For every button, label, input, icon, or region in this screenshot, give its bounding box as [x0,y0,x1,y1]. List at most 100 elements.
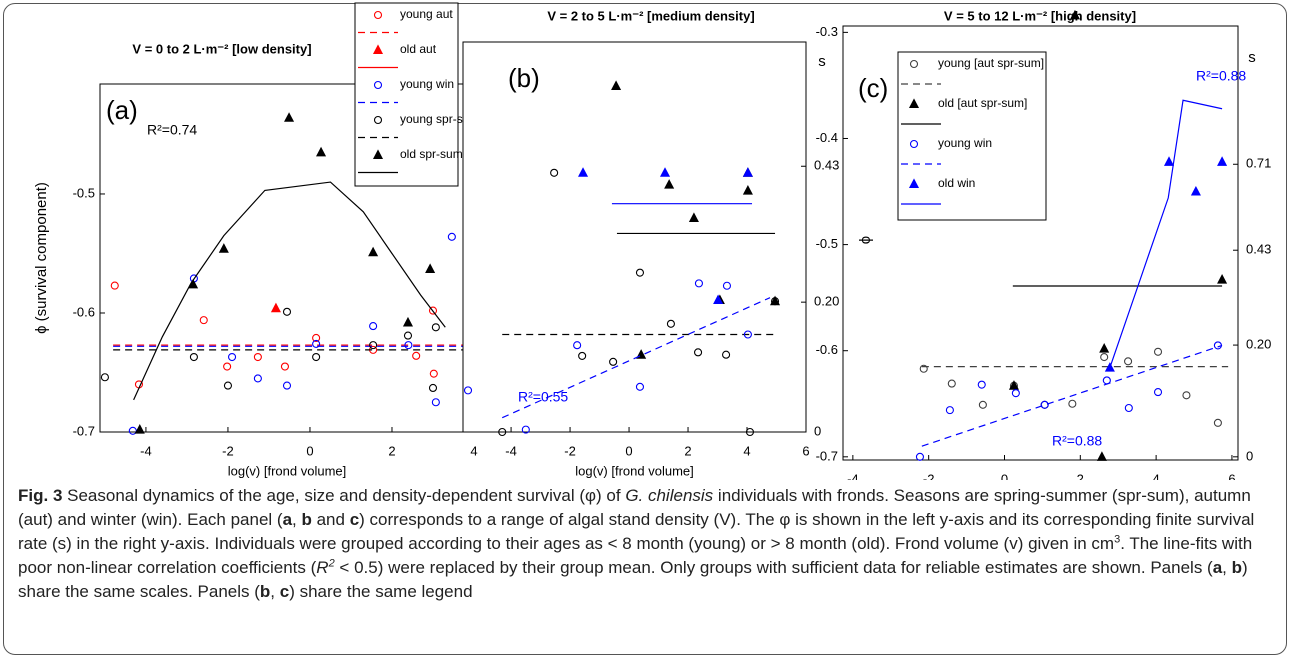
x-tick-label: 2 [388,443,395,458]
x-tick-label: 4 [470,443,477,458]
marker-circle [745,427,755,437]
legend-box [897,51,1047,221]
caption-run: , [270,582,280,601]
marker-triangle [270,302,281,313]
x-tick-label: -2 [564,443,576,458]
y2-tick-label: 0.43 [814,158,839,173]
marker-triangle [1217,274,1228,284]
marker-circle [223,362,232,371]
caption-run: < 0.5) were replaced by their group mean… [334,558,1213,577]
marker-circle [573,341,582,350]
y2-axis-label: s [1248,49,1256,66]
x-tick-label: 4 [1153,471,1160,480]
x-tick-label: -2 [222,443,234,458]
y-tick-label: -0.7 [816,448,838,463]
marker-triangle [578,167,589,177]
marker-circle [369,341,378,350]
marker-triangle [1104,362,1115,372]
marker-circle [253,374,262,383]
legend-label: young spr-sum [400,112,479,126]
caption-run: , [1222,558,1232,577]
marker-circle [919,364,928,373]
x-tick-label: 0 [1001,471,1008,480]
chart-title: V = 5 to 12 L·m⁻² [high density] [944,8,1136,23]
y-tick-label: -0.7 [73,423,95,438]
marker-circle [909,59,919,69]
annotation: R²=0.74 [147,122,197,138]
x-tick-label: -4 [505,443,517,458]
marker-triangle [1190,185,1201,196]
marker-circle [429,369,438,378]
marker-circle [253,352,262,362]
marker-circle [431,398,440,407]
marker-circle [428,383,438,393]
caption-run: c [349,510,360,529]
legend-label: young win [400,77,454,91]
caption-run: G. chilensis [625,486,714,505]
caption-run: b [301,510,312,529]
y2-tick-label: 0.71 [1246,156,1271,171]
marker-triangle [218,243,229,253]
marker-triangle [742,185,753,195]
marker-circle [978,400,987,409]
fit-line [501,297,771,419]
x-tick-label: 4 [743,443,750,458]
caption-run: ) share the same legend [289,582,473,601]
y-tick-label: -0.5 [73,185,95,200]
y2-axis-label: s [818,53,826,70]
caption-run: b [259,582,271,601]
marker-circle [498,427,507,437]
marker-circle [199,316,208,325]
marker-triangle [770,295,781,306]
marker-triangle [1096,451,1107,461]
marker-circle [373,10,383,20]
caption-run: Fig. 3 [18,486,63,505]
legend-label: old [aut spr-sum] [938,96,1027,110]
marker-triangle [1217,156,1228,166]
marker-circle [428,306,438,315]
annotation: R²=0.88 [1052,433,1102,449]
marker-triangle [368,246,379,257]
marker-circle [189,352,198,362]
legend-label: old aut [400,42,437,56]
x-tick-label: 6 [802,443,809,458]
marker-circle [312,333,321,343]
marker-triangle [611,80,622,90]
marker-circle [1100,353,1109,362]
marker-circle [743,330,752,339]
marker-circle [909,139,919,149]
marker-circle [1124,403,1133,413]
marker-triangle [402,316,414,327]
marker-circle [694,279,703,288]
marker-circle [282,381,292,390]
caption-run: Seasonal dynamics of the age, size and d… [62,486,626,505]
legend-label: young win [938,136,992,150]
y-tick-label: -0.6 [816,342,838,357]
marker-triangle [284,112,295,122]
marker-triangle [1099,343,1110,353]
marker-triangle [1163,156,1175,166]
marker-circle [1213,418,1222,427]
marker-triangle [659,167,671,177]
marker-triangle [713,294,724,305]
y-tick-label: -0.6 [73,304,95,319]
caption-run: ) share the same scales. Panels ( [18,558,1248,601]
caption-run: individuals with fronds. Seasons are spr… [18,486,1251,529]
marker-circle [282,307,292,316]
marker-circle [1182,391,1191,400]
marker-triangle [372,44,384,54]
y2-tick-label: 0.20 [1246,337,1271,352]
x-tick-label: -2 [923,471,935,480]
marker-triangle [372,149,384,159]
marker-circle [578,351,587,360]
y-axis-label: ϕ [857,236,874,244]
chart-title: V = 0 to 2 L·m⁻² [low density] [132,41,311,56]
fit-line [1109,99,1223,368]
panel-label: (c) [858,73,888,103]
x-tick-label: -4 [140,443,152,458]
marker-circle [521,425,530,434]
marker-circle [1124,357,1133,366]
fit-line [921,344,1223,447]
chart-title: V = 2 to 5 L·m⁻² [medium density] [547,8,754,23]
marker-circle [1040,400,1049,409]
